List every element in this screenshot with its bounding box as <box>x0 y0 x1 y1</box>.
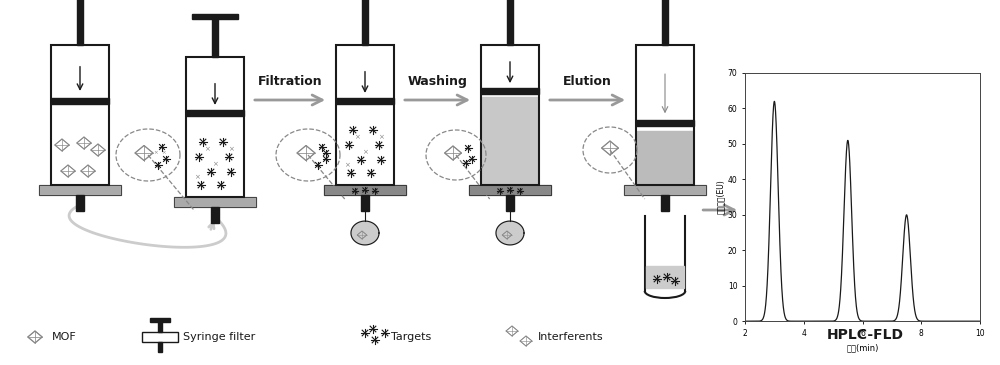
Bar <box>481 88 539 94</box>
Text: ×: × <box>162 150 166 155</box>
Text: ×: × <box>212 161 218 167</box>
Bar <box>469 185 551 195</box>
Bar <box>362 0 368 45</box>
Bar <box>624 185 706 195</box>
Text: ×: × <box>194 174 200 180</box>
Text: HPLC-FLD: HPLC-FLD <box>826 328 904 342</box>
Text: ×: × <box>154 150 158 155</box>
Bar <box>324 185 406 195</box>
Bar <box>211 207 219 223</box>
Bar <box>324 185 406 195</box>
Bar <box>637 131 693 184</box>
Bar <box>158 322 162 332</box>
Bar <box>174 197 256 207</box>
Bar <box>636 45 694 185</box>
Text: ×: × <box>378 134 384 140</box>
Bar <box>142 332 178 342</box>
Bar <box>624 185 706 195</box>
X-axis label: 时间(min): 时间(min) <box>846 343 879 352</box>
Bar <box>507 0 513 45</box>
Bar <box>174 197 256 207</box>
Text: Elution: Elution <box>563 75 612 88</box>
Bar <box>481 45 539 185</box>
Bar <box>186 57 244 197</box>
Text: MOF: MOF <box>52 332 77 342</box>
Bar <box>39 185 121 195</box>
Bar <box>361 195 369 211</box>
Bar <box>336 45 394 185</box>
Bar <box>192 14 238 19</box>
Bar <box>469 185 551 195</box>
Bar <box>662 0 668 45</box>
Text: Syringe filter: Syringe filter <box>183 332 255 342</box>
Polygon shape <box>351 221 379 245</box>
Y-axis label: 强度分布(EU): 强度分布(EU) <box>716 180 725 215</box>
Text: ×: × <box>204 146 210 152</box>
Polygon shape <box>496 221 524 245</box>
Bar <box>661 195 669 211</box>
Text: ×: × <box>344 162 350 168</box>
Text: ×: × <box>362 149 368 155</box>
Bar <box>336 98 394 104</box>
Text: Targets: Targets <box>391 332 431 342</box>
Bar <box>158 342 162 352</box>
Bar <box>39 185 121 195</box>
Text: ×: × <box>354 134 360 140</box>
Bar <box>482 97 538 184</box>
Bar <box>186 110 244 116</box>
Bar <box>77 0 83 45</box>
Bar <box>51 45 109 185</box>
Text: Filtration: Filtration <box>258 75 322 88</box>
Bar <box>150 318 170 322</box>
Bar <box>506 195 514 211</box>
Text: Interferents: Interferents <box>538 332 604 342</box>
Text: Washing: Washing <box>408 75 467 88</box>
Bar <box>646 265 684 288</box>
Bar <box>212 19 218 57</box>
Bar <box>76 195 84 211</box>
Bar <box>636 120 694 126</box>
Text: ×: × <box>228 146 234 152</box>
Bar <box>51 98 109 104</box>
